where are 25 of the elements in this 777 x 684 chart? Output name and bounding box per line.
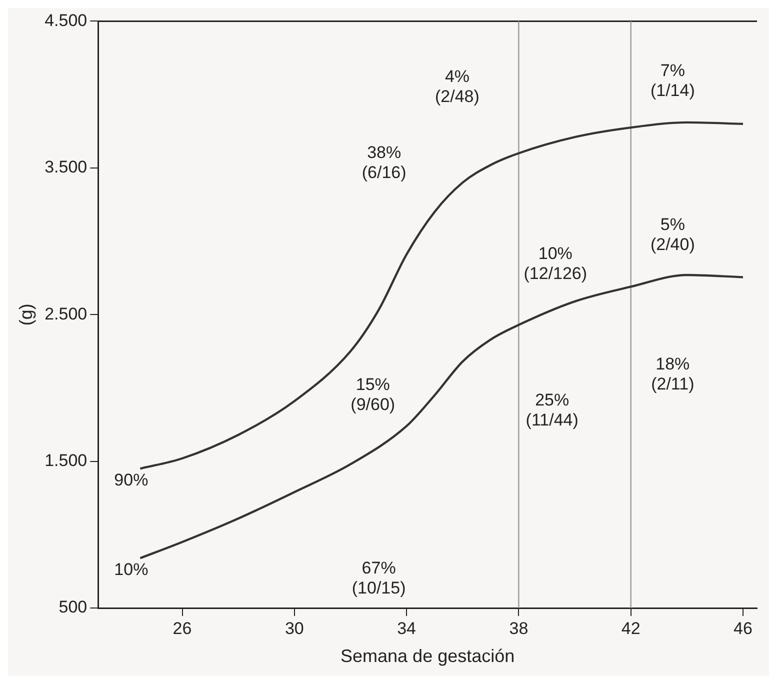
annotation: 67% (10/15) <box>352 558 406 598</box>
y-axis-title: (g) <box>16 304 36 326</box>
x-tick-label: 30 <box>284 618 304 638</box>
x-axis-title: Semana de gestación <box>340 646 515 666</box>
annotation: 15% (9/60) <box>350 374 396 414</box>
y-tick-label: 500 <box>58 598 88 617</box>
y-tick-label: 3.500 <box>44 158 88 177</box>
annotation: 25% (11/44) <box>526 390 578 430</box>
x-tick-label: 34 <box>397 618 416 638</box>
series-label: 90% <box>114 470 148 490</box>
x-tick-label: 26 <box>172 618 192 638</box>
x-tick-label: 42 <box>621 618 640 638</box>
annotation: 7% (1/14) <box>650 61 695 100</box>
annotation: 5% (2/40) <box>650 215 695 254</box>
y-tick-label: 2.500 <box>44 304 88 324</box>
series-label: 10% <box>114 560 148 579</box>
line-series <box>139 121 744 470</box>
y-tick-label: 4.500 <box>44 10 88 30</box>
annotation: 18% (2/11) <box>651 354 694 394</box>
x-tick-label: 38 <box>509 618 528 638</box>
annotation: 10% (12/126) <box>524 244 588 283</box>
annotation: 4% (2/48) <box>435 66 480 106</box>
y-tick-label: 1.500 <box>44 450 88 470</box>
x-tick-label: 46 <box>734 618 752 638</box>
annotation: 38% (6/16) <box>362 143 406 182</box>
